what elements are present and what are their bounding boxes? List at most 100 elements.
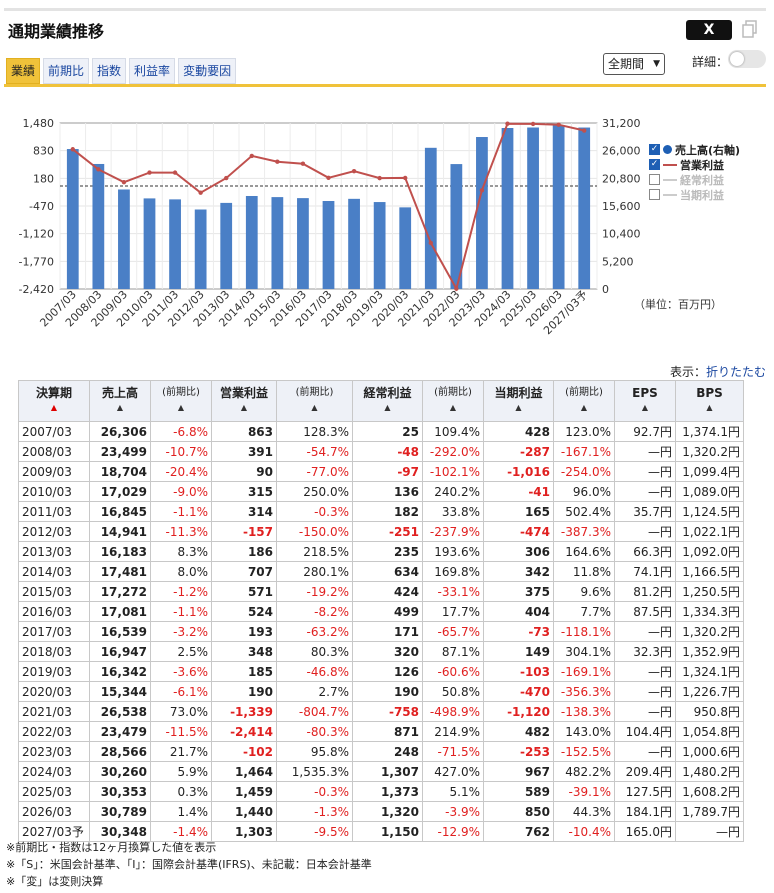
table-cell: 1,535.3% bbox=[276, 761, 353, 782]
copy-icon[interactable] bbox=[742, 20, 758, 38]
col-header-ordinary-yoy[interactable]: (前期比) ▲ bbox=[422, 380, 484, 422]
bar-sales bbox=[271, 197, 284, 289]
sort-asc-icon[interactable]: ▲ bbox=[240, 403, 248, 412]
table-cell: -41 bbox=[483, 481, 554, 502]
table-cell: 589 bbox=[483, 781, 554, 802]
col-header-ordinary[interactable]: 経常利益 ▲ bbox=[352, 380, 423, 422]
table-row: 2026/03 30,789 1.4% 1,440 -1.3% 1,320 -3.9% 850… bbox=[18, 801, 744, 822]
sort-asc-icon[interactable]: ▲ bbox=[706, 403, 713, 412]
table-cell: -39.1% bbox=[553, 781, 615, 802]
col-header-net[interactable]: 当期利益 ▲ bbox=[483, 380, 554, 422]
table-cell: -253 bbox=[483, 741, 554, 762]
sort-asc-icon[interactable]: ▲ bbox=[580, 403, 588, 412]
table-cell: 634 bbox=[352, 561, 423, 582]
table-cell: 171 bbox=[352, 621, 423, 642]
col-header-operating[interactable]: 営業利益 ▲ bbox=[211, 380, 277, 422]
legend-item-net[interactable]: 当期利益 bbox=[649, 187, 740, 202]
line-marker-icon bbox=[663, 163, 677, 166]
col-header-sales-yoy[interactable]: (前期比) ▲ bbox=[150, 380, 212, 422]
col-header-label: 営業利益 bbox=[219, 386, 268, 400]
table-cell: -77.0% bbox=[276, 461, 353, 482]
tab-performance[interactable]: 業績 bbox=[6, 58, 41, 84]
sort-asc-icon[interactable]: ▲ bbox=[384, 403, 391, 412]
col-header-eps[interactable]: EPS ▲ bbox=[614, 380, 676, 422]
bar-sales bbox=[450, 164, 463, 289]
tab-margin[interactable]: 利益率 bbox=[129, 58, 176, 84]
table-cell: 16,845 bbox=[89, 501, 151, 522]
table-cell: 90 bbox=[211, 461, 277, 482]
table-cell: —円 bbox=[614, 701, 676, 722]
legend-item-ordinary[interactable]: 経常利益 bbox=[649, 172, 740, 187]
sort-asc-icon[interactable]: ▲ bbox=[116, 403, 124, 412]
detail-toggle[interactable] bbox=[728, 50, 766, 68]
table-cell: 104.4円 bbox=[614, 721, 676, 742]
bar-sales bbox=[118, 189, 130, 289]
table-cell: 320 bbox=[352, 641, 423, 662]
table-row: 2015/03 17,272 -1.2% 571 -19.2% 424 -33.1% 375 9… bbox=[18, 581, 744, 602]
table-cell-period: 2008/03 bbox=[18, 441, 90, 462]
checkbox-icon[interactable] bbox=[649, 174, 660, 185]
left-tick-label: -1,770 bbox=[19, 255, 54, 268]
table-cell: 164.6% bbox=[553, 541, 615, 562]
col-header-period[interactable]: 決算期 ▲ bbox=[18, 380, 90, 422]
table-cell: -80.3% bbox=[276, 721, 353, 742]
table-cell: 1,150 bbox=[352, 821, 423, 842]
share-x-button[interactable]: X bbox=[686, 20, 732, 40]
table-cell: -152.5% bbox=[553, 741, 615, 762]
table-cell: 404 bbox=[483, 601, 554, 622]
left-tick-label: 180 bbox=[33, 172, 54, 185]
sort-asc-icon[interactable]: ▲ bbox=[641, 403, 649, 412]
table-cell: 7.7% bbox=[553, 601, 615, 622]
table-cell: 30,348 bbox=[89, 821, 151, 842]
table-cell: 30,260 bbox=[89, 761, 151, 782]
tab-factors[interactable]: 変動要因 bbox=[178, 58, 237, 84]
table-cell: -97 bbox=[352, 461, 423, 482]
collapse-link[interactable]: 折りたたむ bbox=[705, 365, 766, 379]
sort-asc-icon[interactable]: ▲ bbox=[177, 403, 185, 412]
sort-asc-icon[interactable]: ▲ bbox=[50, 403, 58, 412]
point-operating-profit bbox=[479, 188, 485, 193]
checkbox-icon[interactable]: ✓ bbox=[649, 144, 660, 155]
table-cell: —円 bbox=[614, 481, 676, 502]
col-header-operating-yoy[interactable]: (前期比) ▲ bbox=[276, 380, 353, 422]
tab-yoy[interactable]: 前期比 bbox=[43, 58, 90, 84]
table-cell: 1,789.7円 bbox=[675, 801, 744, 822]
table-cell: 250.0% bbox=[276, 481, 353, 502]
col-header-bps[interactable]: BPS ▲ bbox=[675, 380, 744, 422]
sort-asc-icon[interactable]: ▲ bbox=[515, 403, 522, 412]
checkbox-icon[interactable]: ✓ bbox=[649, 159, 660, 170]
sort-asc-icon[interactable]: ▲ bbox=[449, 403, 457, 412]
table-cell: 21.7% bbox=[150, 741, 212, 762]
table-cell: 16,947 bbox=[89, 641, 151, 662]
table-cell: -19.2% bbox=[276, 581, 353, 602]
table-cell: -167.1% bbox=[553, 441, 615, 462]
col-header-label: BPS bbox=[696, 386, 723, 400]
tab-index[interactable]: 指数 bbox=[92, 58, 127, 84]
table-cell: -1,120 bbox=[483, 701, 554, 722]
sort-asc-icon[interactable]: ▲ bbox=[311, 403, 318, 412]
legend-item-operating[interactable]: ✓ 営業利益 bbox=[649, 157, 740, 172]
col-header-net-yoy[interactable]: (前期比) ▲ bbox=[553, 380, 615, 422]
table-cell: 165 bbox=[483, 501, 554, 522]
table-cell: 1,000.6円 bbox=[675, 741, 744, 762]
legend-item-sales[interactable]: ✓ 売上高(右軸) bbox=[649, 142, 740, 157]
table-cell: -237.9% bbox=[422, 521, 484, 542]
checkbox-icon[interactable] bbox=[649, 189, 660, 200]
bar-sales bbox=[501, 128, 514, 289]
table-cell: 707 bbox=[211, 561, 277, 582]
period-select[interactable]: 全期間 ▼ bbox=[603, 53, 665, 75]
table-cell: -71.5% bbox=[422, 741, 484, 762]
table-cell: 5.1% bbox=[422, 781, 484, 802]
table-cell: 214.9% bbox=[422, 721, 484, 742]
point-operating-profit bbox=[326, 175, 331, 180]
col-header-sales[interactable]: 売上高 ▲ bbox=[89, 380, 151, 422]
top-divider bbox=[4, 8, 766, 11]
table-cell: -60.6% bbox=[422, 661, 484, 682]
table-cell: -103 bbox=[483, 661, 554, 682]
table-cell-period: 2007/03 bbox=[18, 421, 90, 442]
table-cell: -498.9% bbox=[422, 701, 484, 722]
table-cell: -474 bbox=[483, 521, 554, 542]
legend-label-net: 当期利益 bbox=[680, 188, 724, 202]
table-cell: —円 bbox=[675, 821, 744, 842]
footnotes: ※前期比・指数は12ヶ月換算した値を表示 ※「S」：米国会計基準、「I」：国際会… bbox=[6, 839, 372, 890]
